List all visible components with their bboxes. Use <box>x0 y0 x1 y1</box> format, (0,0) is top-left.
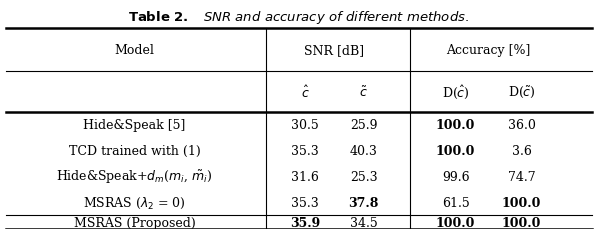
Text: SNR [dB]: SNR [dB] <box>304 44 364 57</box>
Text: 35.3: 35.3 <box>291 196 319 209</box>
Text: TCD trained with (1): TCD trained with (1) <box>69 144 200 157</box>
Text: $\mathbf{Table\ 2.}$$\quad$$\mathit{SNR\ and\ accuracy\ of\ different\ methods.}: $\mathbf{Table\ 2.}$$\quad$$\mathit{SNR\… <box>129 9 469 26</box>
Text: 35.9: 35.9 <box>290 216 320 229</box>
Text: 74.7: 74.7 <box>508 170 535 183</box>
Text: 36.0: 36.0 <box>508 119 535 132</box>
Text: $\hat{c}$: $\hat{c}$ <box>301 84 309 100</box>
Text: 100.0: 100.0 <box>436 119 475 132</box>
Text: Hide&Speak+$d_m$($m_i$, $\tilde{m}_i$): Hide&Speak+$d_m$($m_i$, $\tilde{m}_i$) <box>56 168 213 185</box>
Text: 31.6: 31.6 <box>291 170 319 183</box>
Text: $\tilde{c}$: $\tilde{c}$ <box>359 85 368 99</box>
Text: 100.0: 100.0 <box>502 216 541 229</box>
Text: 37.8: 37.8 <box>349 196 379 209</box>
Text: 35.3: 35.3 <box>291 144 319 157</box>
Text: D($\tilde{c}$): D($\tilde{c}$) <box>508 85 535 100</box>
Text: D($\hat{c}$): D($\hat{c}$) <box>442 84 469 101</box>
Text: 100.0: 100.0 <box>436 144 475 157</box>
Text: 61.5: 61.5 <box>442 196 469 209</box>
Text: Hide&Speak [5]: Hide&Speak [5] <box>83 119 186 132</box>
Text: MSRAS ($\lambda_2$ = 0): MSRAS ($\lambda_2$ = 0) <box>83 195 186 210</box>
Text: Model: Model <box>115 44 154 57</box>
Text: 34.5: 34.5 <box>350 216 377 229</box>
Text: 25.3: 25.3 <box>350 170 377 183</box>
Text: 25.9: 25.9 <box>350 119 377 132</box>
Text: MSRAS (Proposed): MSRAS (Proposed) <box>74 216 196 229</box>
Text: 40.3: 40.3 <box>350 144 377 157</box>
Text: Accuracy [%]: Accuracy [%] <box>446 44 531 57</box>
Text: 3.6: 3.6 <box>511 144 532 157</box>
Text: 30.5: 30.5 <box>291 119 319 132</box>
Text: 100.0: 100.0 <box>502 196 541 209</box>
Text: 99.6: 99.6 <box>442 170 469 183</box>
Text: 100.0: 100.0 <box>436 216 475 229</box>
